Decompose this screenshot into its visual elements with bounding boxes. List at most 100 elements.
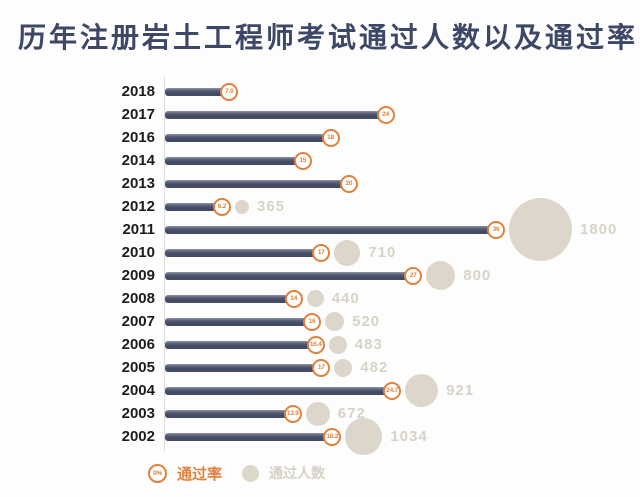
chart-row: 2011 36 1800 (0, 198, 640, 261)
year-label: 2005 (121, 359, 155, 376)
pass-rate-value-badge: 20 (339, 174, 358, 193)
chart-row: 2007 16 520 (0, 310, 640, 333)
chart-row: 2004 24.7 921 (0, 374, 640, 407)
year-label: 2011 (122, 221, 155, 238)
year-label: 2009 (121, 267, 155, 284)
pass-count-label: 672 (337, 405, 366, 422)
pass-rate-bar (165, 87, 230, 96)
bar-track: 7.0 (165, 82, 640, 101)
chart-row: 2008 14 440 (0, 287, 640, 310)
pass-rate-legend-icon: 0% (148, 463, 167, 483)
bar-track: 14 440 (165, 289, 640, 308)
pass-rate-value-badge: 6.2 (213, 197, 231, 216)
pass-rate-bar (165, 110, 386, 119)
pass-count-label: 483 (354, 336, 383, 353)
chart-rows: 2018 7.0 2017 24 20 16 18 (0, 80, 640, 455)
pass-rate-legend-label: 通过率 (177, 465, 223, 483)
pass-rate-value-badge: 24 (376, 105, 395, 124)
bar-track: 24 (165, 105, 640, 124)
pass-rate-bar (165, 363, 322, 372)
pass-count-label: 710 (368, 244, 397, 261)
pass-rate-value-badge: 16 (303, 312, 322, 331)
pass-rate-bar (165, 294, 294, 303)
pass-rate-bar (165, 340, 316, 349)
pass-count-label: 800 (463, 267, 492, 284)
pass-rate-value-badge: 15 (293, 151, 312, 170)
year-label: 2013 (121, 175, 155, 192)
chart-legend: 0% 通过率 通过人数 (0, 456, 640, 490)
year-label: 2014 (121, 152, 155, 169)
chart-row: 2017 24 (0, 103, 640, 126)
pass-rate-value-badge: 7.0 (220, 82, 239, 101)
year-label: 2017 (121, 106, 155, 123)
pass-count-bubble (334, 358, 353, 377)
pass-count-bubble (405, 374, 439, 407)
pass-rate-bar (165, 317, 313, 326)
year-label: 2018 (121, 83, 155, 100)
pass-rate-bar (165, 409, 293, 418)
chart-row: 2009 27 800 (0, 261, 640, 290)
pass-rate-value-badge: 18 (321, 128, 340, 147)
pass-count-bubble (328, 335, 347, 354)
pass-rate-value-badge: 27 (404, 266, 423, 285)
y-axis-line (164, 76, 165, 452)
bar-track: 16.4 483 (165, 335, 640, 354)
pass-count-bubble (334, 239, 361, 266)
pass-rate-bar (165, 202, 222, 211)
pass-rate-value-badge: 16.4 (306, 335, 325, 354)
bar-track: 6.2 365 (165, 197, 640, 216)
year-label: 2002 (121, 428, 155, 445)
year-label: 2003 (121, 405, 155, 422)
pass-rate-value-badge: 36 (487, 220, 505, 239)
pass-rate-bar (165, 225, 496, 234)
pass-rate-value-badge: 24.7 (383, 381, 402, 400)
pass-count-bubble (305, 401, 330, 426)
pass-count-label: 1034 (390, 428, 428, 445)
year-label: 2012 (121, 198, 155, 215)
bar-track: 36 1800 (165, 198, 640, 261)
chart-row: 2005 17 482 (0, 356, 640, 379)
year-label: 2007 (121, 313, 155, 330)
chart-title: 历年注册岩土工程师考试通过人数以及通过率 (18, 23, 639, 54)
pass-rate-value-badge: 14 (284, 289, 303, 308)
year-label: 2010 (121, 244, 155, 261)
bar-track: 24.7 921 (165, 374, 640, 407)
chart-row: 2014 15 (0, 149, 640, 172)
pass-count-label: 440 (331, 290, 360, 307)
pass-rate-bar (165, 133, 331, 142)
chart-row: 2003 13.9 672 (0, 401, 640, 426)
chart-row: 2018 7.0 (0, 80, 640, 103)
pass-count-bubble (325, 312, 345, 331)
pass-count-bubble (235, 199, 249, 214)
year-label: 2008 (121, 290, 155, 307)
pass-rate-bar (165, 271, 414, 280)
pass-rate-bar (165, 386, 393, 395)
pass-count-bubble (306, 290, 324, 307)
pass-count-bubble (426, 261, 456, 290)
chart-row: 2010 17 710 (0, 239, 640, 266)
bar-track: 20 (165, 174, 640, 193)
pass-rate-value-badge: 17 (312, 243, 331, 262)
pass-count-legend-icon (242, 464, 260, 482)
pass-rate-bar (165, 179, 349, 188)
bar-track: 18.2 1034 (165, 418, 640, 455)
chart-row: 2002 18.2 1034 (0, 418, 640, 455)
chart-row: 2012 6.2 365 (0, 195, 640, 218)
pass-count-label: 365 (257, 198, 286, 215)
bar-track: 13.9 672 (165, 401, 640, 426)
year-label: 2006 (121, 336, 155, 353)
pass-count-bubble (345, 418, 383, 455)
bar-track: 17 482 (165, 358, 640, 377)
pass-count-bubble (509, 198, 572, 261)
pass-count-label: 921 (446, 382, 475, 399)
pass-count-label: 482 (360, 359, 389, 376)
pass-rate-bar (165, 248, 322, 257)
bar-track: 18 (165, 128, 640, 147)
pass-count-legend-label: 通过人数 (269, 465, 326, 481)
bar-track: 27 800 (165, 261, 640, 290)
pass-rate-value-badge: 18.2 (323, 427, 342, 446)
pass-rate-bar (165, 432, 333, 441)
chart-row: 2013 20 (0, 172, 640, 195)
year-label: 2004 (121, 382, 155, 399)
